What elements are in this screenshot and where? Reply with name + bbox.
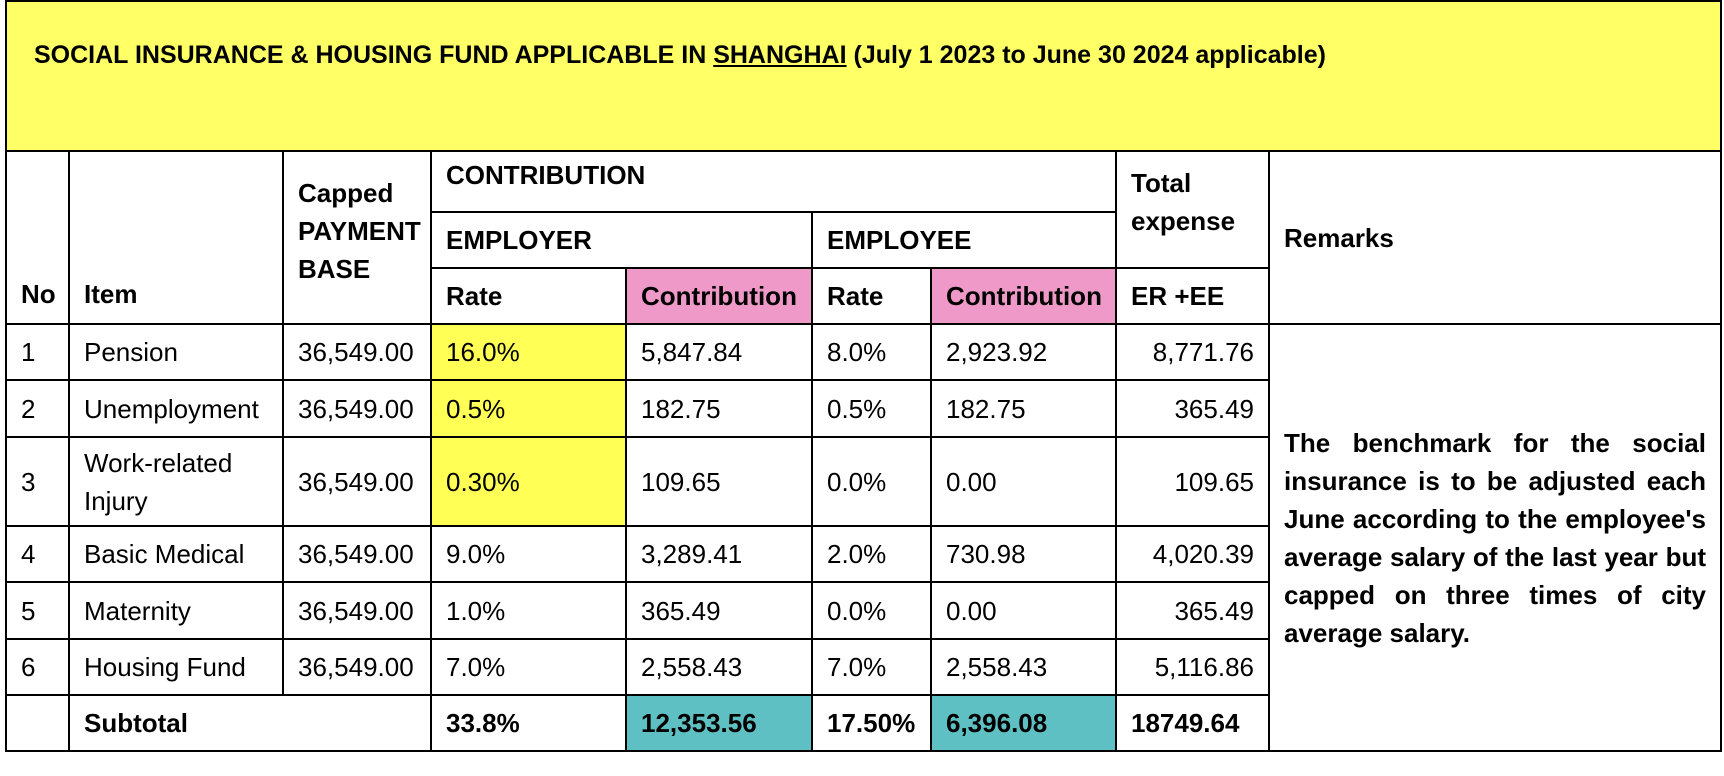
row-er-contrib: 109.65 [625, 436, 813, 527]
social-insurance-table: SOCIAL INSURANCE & HOUSING FUND APPLICAB… [5, 0, 1722, 752]
header-total-expense: Total expense [1115, 150, 1270, 269]
row-ee-contrib: 182.75 [930, 379, 1117, 438]
row-item: Basic Medical [68, 525, 284, 583]
row-item: Pension [68, 323, 284, 381]
subtotal-ee-contrib: 6,396.08 [930, 694, 1117, 752]
row-er-rate: 0.5% [430, 379, 627, 438]
row-base: 36,549.00 [282, 525, 432, 583]
row-no: 5 [5, 581, 70, 640]
row-er-rate: 16.0% [430, 323, 627, 381]
row-er-contrib: 2,558.43 [625, 638, 813, 696]
row-ee-rate: 0.0% [811, 581, 932, 640]
header-contribution: CONTRIBUTION [430, 150, 1117, 213]
row-base: 36,549.00 [282, 436, 432, 527]
row-er-rate: 7.0% [430, 638, 627, 696]
header-employer-rate: Rate [430, 267, 627, 325]
row-er-contrib: 365.49 [625, 581, 813, 640]
row-item: Work-related Injury [68, 436, 284, 527]
header-employee-contribution: Contribution [930, 267, 1117, 325]
row-base: 36,549.00 [282, 638, 432, 696]
table-row: 4 Basic Medical 36,549.00 9.0% 3,289.41 … [5, 525, 1721, 583]
row-base: 36,549.00 [282, 379, 432, 438]
row-base: 36,549.00 [282, 581, 432, 640]
row-ee-rate: 8.0% [811, 323, 932, 381]
row-ee-contrib: 730.98 [930, 525, 1117, 583]
table-row: 2 Unemployment 36,549.00 0.5% 182.75 0.5… [5, 379, 1721, 438]
row-item: Housing Fund [68, 638, 284, 696]
row-ee-contrib: 0.00 [930, 581, 1117, 640]
header-remarks: Remarks [1268, 150, 1722, 325]
header-item: Item [68, 150, 284, 325]
row-no: 4 [5, 525, 70, 583]
row-er-rate: 9.0% [430, 525, 627, 583]
table-row: 6 Housing Fund 36,549.00 7.0% 2,558.43 7… [5, 638, 1721, 696]
subtotal-label: Subtotal [68, 694, 432, 752]
header-no: No [5, 150, 70, 325]
subtotal-ee-rate: 17.50% [811, 694, 932, 752]
table-row: 1 Pension 36,549.00 16.0% 5,847.84 8.0% … [5, 323, 1722, 752]
row-ee-rate: 0.5% [811, 379, 932, 438]
subtotal-er-contrib: 12,353.56 [625, 694, 813, 752]
row-er-rate: 0.30% [430, 436, 627, 527]
row-base: 36,549.00 [282, 323, 432, 381]
row-total: 109.65 [1115, 436, 1270, 527]
row-ee-contrib: 2,923.92 [930, 323, 1117, 381]
row-total: 8,771.76 [1115, 323, 1270, 381]
row-total: 365.49 [1115, 379, 1270, 438]
row-no: 1 [5, 323, 70, 381]
subtotal-total: 18749.64 [1115, 694, 1270, 752]
remarks-text: The benchmark for the social insurance i… [1268, 323, 1722, 752]
title-prefix: SOCIAL INSURANCE & HOUSING FUND APPLICAB… [34, 41, 714, 69]
row-no: 6 [5, 638, 70, 696]
row-ee-contrib: 2,558.43 [930, 638, 1117, 696]
subtotal-no [5, 694, 70, 752]
row-item: Unemployment [68, 379, 284, 438]
subtotal-row: Subtotal 33.8% 12,353.56 17.50% 6,396.08… [5, 694, 1721, 752]
insurance-table-container: SOCIAL INSURANCE & HOUSING FUND APPLICAB… [5, 0, 1722, 752]
row-item: Maternity [68, 581, 284, 640]
subtotal-er-rate: 33.8% [430, 694, 627, 752]
row-er-contrib: 3,289.41 [625, 525, 813, 583]
title-city: SHANGHAI [713, 41, 847, 69]
header-employee: EMPLOYEE [811, 211, 1117, 269]
header-employer-contribution: Contribution [625, 267, 813, 325]
row-ee-rate: 0.0% [811, 436, 932, 527]
title-suffix: (July 1 2023 to June 30 2024 applicable) [846, 41, 1326, 69]
row-ee-contrib: 0.00 [930, 436, 1117, 527]
table-row: 3 Work-related Injury 36,549.00 0.30% 10… [5, 436, 1721, 527]
row-er-rate: 1.0% [430, 581, 627, 640]
row-total: 5,116.86 [1115, 638, 1270, 696]
table-row: 5 Maternity 36,549.00 1.0% 365.49 0.0% 0… [5, 581, 1721, 640]
header-er-ee: ER +EE [1115, 267, 1270, 325]
row-no: 2 [5, 379, 70, 438]
header-payment-base: Capped PAYMENT BASE [282, 150, 432, 325]
row-er-contrib: 182.75 [625, 379, 813, 438]
header-employer: EMPLOYER [430, 211, 813, 269]
header-employee-rate: Rate [811, 267, 932, 325]
table-title: SOCIAL INSURANCE & HOUSING FUND APPLICAB… [5, 0, 1722, 152]
row-ee-rate: 7.0% [811, 638, 932, 696]
row-total: 4,020.39 [1115, 525, 1270, 583]
row-er-contrib: 5,847.84 [625, 323, 813, 381]
row-ee-rate: 2.0% [811, 525, 932, 583]
row-no: 3 [5, 436, 70, 527]
row-total: 365.49 [1115, 581, 1270, 640]
